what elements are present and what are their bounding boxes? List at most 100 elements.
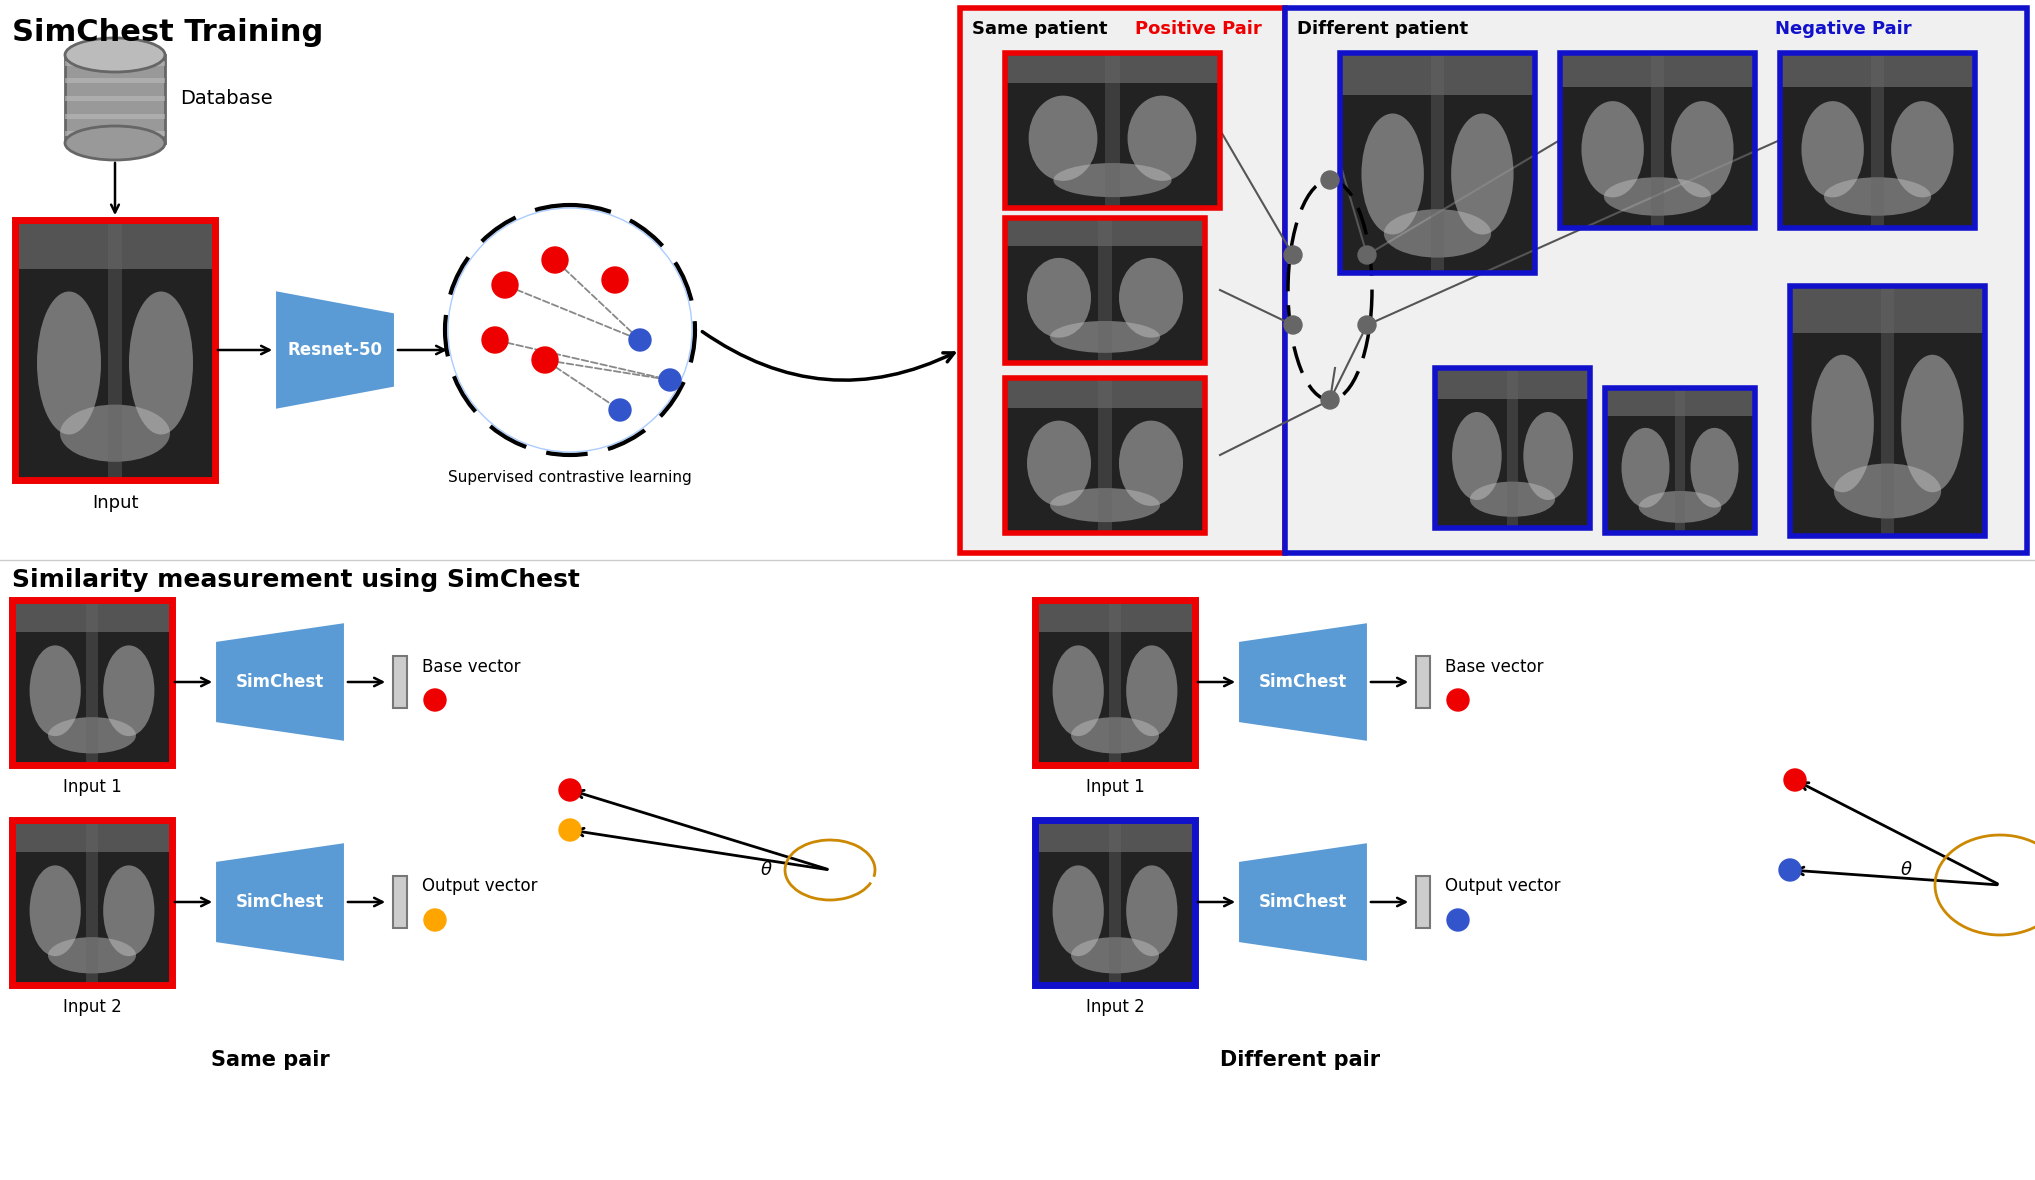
Text: Input 2: Input 2 (63, 998, 122, 1016)
Text: Input 2: Input 2 (1085, 998, 1144, 1016)
Text: Base vector: Base vector (1445, 658, 1543, 676)
Circle shape (1447, 689, 1469, 712)
Bar (14, 603, 169, 632)
Ellipse shape (1801, 101, 1864, 197)
Text: Database: Database (179, 90, 273, 109)
Text: $\theta$: $\theta$ (1901, 861, 1913, 879)
Bar (18, 223, 212, 269)
Circle shape (1779, 859, 1801, 881)
Bar (85, 822, 98, 983)
Text: SimChest: SimChest (236, 893, 324, 911)
Text: Input 1: Input 1 (63, 778, 122, 796)
Circle shape (560, 819, 582, 841)
Bar (1005, 218, 1205, 363)
Polygon shape (275, 290, 395, 409)
Ellipse shape (49, 717, 136, 754)
Bar (1005, 378, 1205, 533)
Bar (1036, 599, 1195, 765)
Bar (1431, 55, 1445, 271)
Ellipse shape (1050, 489, 1160, 522)
Bar (12, 599, 173, 765)
Ellipse shape (1028, 258, 1091, 337)
Ellipse shape (1054, 163, 1172, 197)
Ellipse shape (31, 865, 81, 956)
Ellipse shape (1691, 428, 1738, 507)
Circle shape (541, 247, 568, 273)
Circle shape (1357, 245, 1376, 264)
Bar (1007, 219, 1203, 247)
Bar (1038, 822, 1193, 983)
Bar (1880, 288, 1895, 535)
Bar (1606, 388, 1754, 533)
Bar (1561, 53, 1754, 228)
Bar (1608, 391, 1752, 531)
Circle shape (629, 329, 651, 350)
Ellipse shape (1119, 420, 1182, 506)
Bar (14, 603, 169, 762)
Bar (1563, 55, 1752, 227)
Circle shape (1357, 316, 1376, 334)
Ellipse shape (1028, 420, 1091, 506)
Bar (65, 78, 165, 84)
Circle shape (1785, 769, 1805, 791)
Bar (14, 219, 216, 480)
Ellipse shape (1622, 428, 1669, 507)
Bar (1007, 55, 1219, 206)
Bar (1437, 371, 1587, 399)
Text: Different pair: Different pair (1219, 1050, 1380, 1070)
Circle shape (1284, 245, 1302, 264)
Bar (1416, 656, 1431, 708)
Ellipse shape (104, 645, 155, 736)
Text: Input: Input (92, 494, 138, 512)
Bar (1783, 55, 1974, 227)
Ellipse shape (1638, 491, 1722, 523)
Bar (1508, 371, 1518, 526)
Text: Same pair: Same pair (212, 1050, 330, 1070)
Bar (1038, 603, 1193, 762)
Bar (18, 223, 212, 478)
Bar (1109, 603, 1121, 762)
Circle shape (1321, 171, 1339, 189)
Ellipse shape (1028, 96, 1097, 181)
Bar (1675, 391, 1685, 531)
Bar (393, 876, 407, 927)
Ellipse shape (1671, 101, 1734, 197)
Circle shape (531, 347, 558, 373)
Circle shape (602, 267, 629, 293)
Text: SimChest: SimChest (1260, 673, 1347, 691)
Text: Different patient: Different patient (1296, 20, 1467, 38)
Ellipse shape (1834, 464, 1941, 518)
Bar (1563, 55, 1752, 86)
Ellipse shape (49, 937, 136, 974)
Text: $\theta$: $\theta$ (759, 861, 773, 879)
Bar (1341, 55, 1532, 271)
Bar (1109, 822, 1121, 983)
Bar (1793, 288, 1982, 333)
Circle shape (423, 909, 446, 931)
Ellipse shape (1125, 865, 1178, 956)
Bar (1105, 55, 1119, 206)
Polygon shape (1237, 843, 1368, 962)
Bar (65, 113, 165, 119)
Text: SimChest Training: SimChest Training (12, 18, 324, 47)
Ellipse shape (1453, 412, 1502, 500)
Ellipse shape (1361, 113, 1424, 235)
Text: Base vector: Base vector (421, 658, 521, 676)
Circle shape (492, 273, 519, 299)
Bar (65, 61, 165, 66)
Bar (12, 820, 173, 985)
Ellipse shape (1581, 101, 1644, 197)
Text: SimChest: SimChest (1260, 893, 1347, 911)
Bar (393, 656, 407, 708)
Ellipse shape (1384, 209, 1492, 257)
Bar (1791, 286, 1984, 536)
Bar (1038, 822, 1193, 852)
Ellipse shape (1811, 355, 1874, 492)
Ellipse shape (1125, 645, 1178, 736)
Circle shape (1447, 909, 1469, 931)
Ellipse shape (1604, 177, 1711, 216)
Ellipse shape (1052, 865, 1103, 956)
Circle shape (482, 327, 509, 353)
Bar (1284, 8, 2027, 553)
Ellipse shape (31, 645, 81, 736)
